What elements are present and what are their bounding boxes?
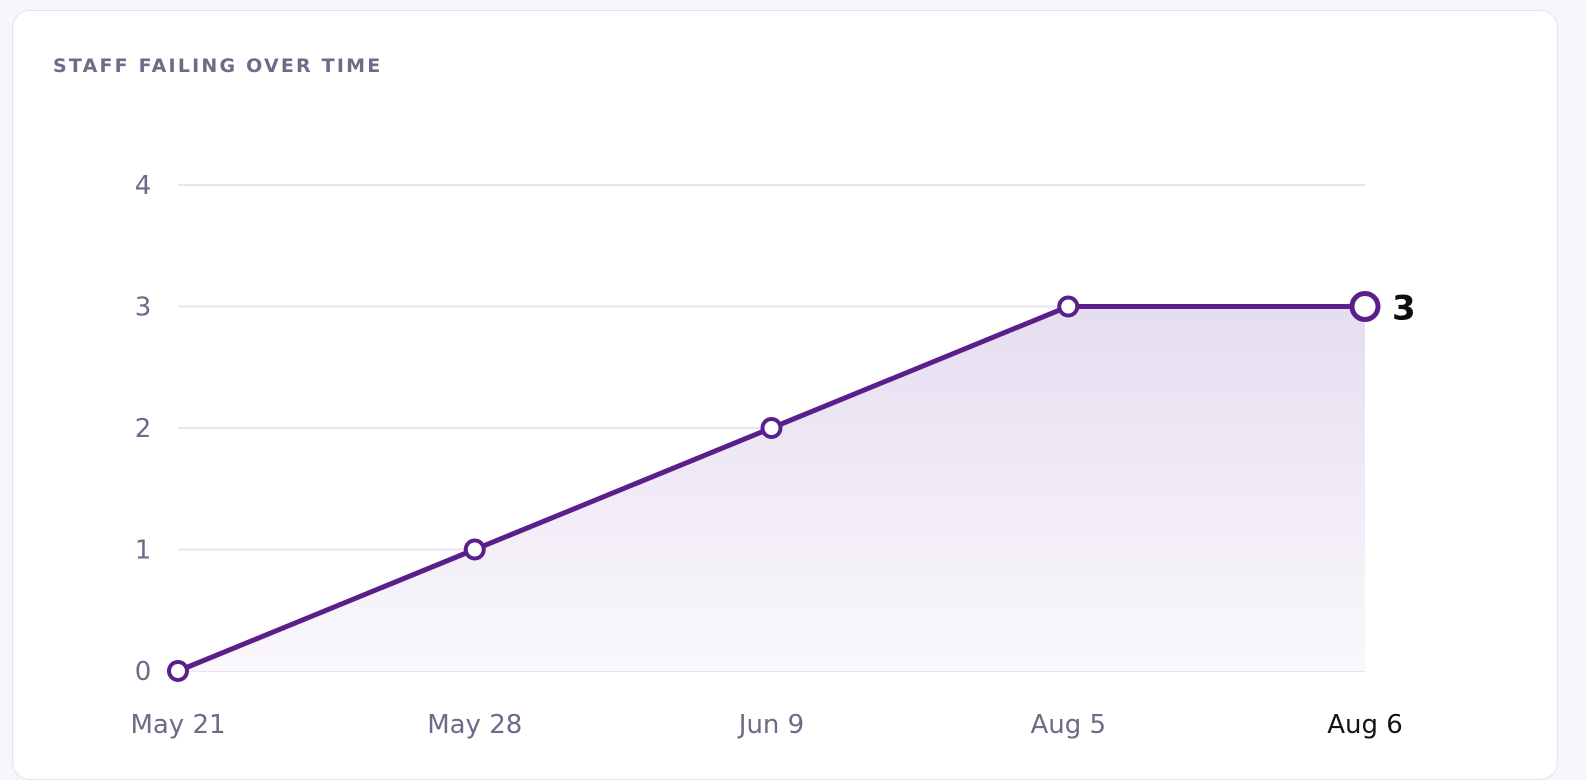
area-fill xyxy=(178,306,1365,671)
x-tick-label: May 28 xyxy=(427,710,522,740)
y-tick-label: 2 xyxy=(135,414,152,444)
current-data-point xyxy=(1349,291,1381,322)
y-axis-ticks: 0 1 2 3 4 xyxy=(135,171,152,687)
end-value-label: 3 xyxy=(1392,289,1416,329)
data-point xyxy=(1057,295,1080,318)
data-point xyxy=(760,417,783,439)
area-fill-layer xyxy=(178,306,1365,671)
x-tick-label: Jun 9 xyxy=(737,710,804,740)
x-tick-label: Aug 6 xyxy=(1327,710,1403,740)
x-tick-label: May 21 xyxy=(130,710,225,740)
data-point xyxy=(463,538,486,561)
chart-title: STAFF FAILING OVER TIME xyxy=(53,55,383,77)
x-tick-label: Aug 5 xyxy=(1030,710,1106,740)
y-tick-label: 1 xyxy=(135,536,152,566)
end-value-layer: 3 xyxy=(1392,289,1416,329)
y-tick-label: 0 xyxy=(135,657,152,687)
y-tick-label: 4 xyxy=(135,171,152,201)
y-tick-label: 3 xyxy=(135,293,152,323)
data-point xyxy=(167,660,189,682)
data-points xyxy=(167,291,1381,682)
line-chart: 0 1 2 3 4 May 21 May 28 Jun 9 Aug 5 Aug 6 3 xyxy=(130,171,1416,740)
x-axis-ticks: May 21 May 28 Jun 9 Aug 5 Aug 6 xyxy=(130,710,1402,740)
